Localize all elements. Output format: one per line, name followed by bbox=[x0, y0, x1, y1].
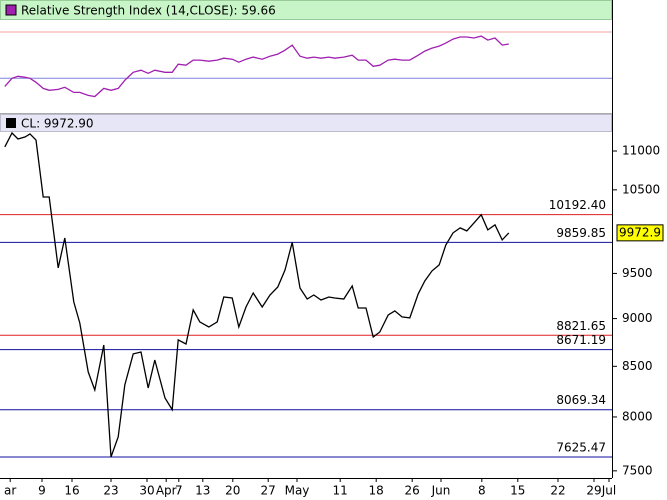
last-price-box bbox=[616, 224, 664, 242]
rsi-header bbox=[0, 0, 612, 20]
series-line bbox=[4, 35, 509, 98]
price-title: CL: 9972.90 bbox=[21, 117, 94, 131]
x-tick-label: 8 bbox=[478, 484, 486, 498]
x-tick-label: Jun bbox=[431, 484, 451, 498]
series-line bbox=[4, 131, 510, 458]
x-tick-label: 23 bbox=[103, 484, 118, 498]
x-tick-label: 18 bbox=[369, 484, 384, 498]
y-tick-label: 11000 bbox=[622, 143, 660, 157]
y-tick-label: 9000 bbox=[622, 311, 653, 325]
x-tick-label: 15 bbox=[510, 484, 525, 498]
x-tick-label: 26 bbox=[405, 484, 420, 498]
x-tick-label: 27 bbox=[261, 484, 276, 498]
x-tick-label: 9 bbox=[38, 484, 46, 498]
level-label: 7625.47 bbox=[556, 440, 606, 454]
y-tick-label: 9500 bbox=[622, 266, 653, 280]
rsi-legend-swatch bbox=[5, 4, 17, 16]
x-tick-label: 30 bbox=[139, 484, 154, 498]
rsi-title: Relative Strength Index (14,CLOSE): 59.6… bbox=[21, 4, 276, 18]
y-tick-label: 8500 bbox=[622, 359, 653, 373]
y-tick-label: 7500 bbox=[622, 463, 653, 477]
y-tick-label: 8000 bbox=[622, 409, 653, 423]
last-price-label: 9972.9 bbox=[619, 225, 661, 239]
x-tick-label: 16 bbox=[64, 484, 79, 498]
x-tick-label: 22 bbox=[550, 484, 565, 498]
level-label: 8069.34 bbox=[556, 393, 606, 407]
x-tick-label: Jul bbox=[601, 484, 616, 498]
x-tick-label: May bbox=[285, 484, 310, 498]
x-tick-label: 29 bbox=[586, 484, 601, 498]
level-label: 10192.40 bbox=[549, 198, 606, 212]
y-tick-label: 10500 bbox=[622, 182, 660, 196]
x-tick-label: 13 bbox=[195, 484, 210, 498]
price-legend-swatch bbox=[6, 118, 16, 128]
level-label: 9859.85 bbox=[556, 226, 606, 240]
level-label: 8671.19 bbox=[556, 333, 606, 347]
x-tick-label: Apr bbox=[156, 484, 177, 498]
x-tick-label: ar bbox=[4, 484, 16, 498]
price-header bbox=[0, 114, 612, 132]
level-label: 8821.65 bbox=[556, 319, 606, 333]
x-tick-label: 11 bbox=[333, 484, 348, 498]
x-tick-label: 20 bbox=[225, 484, 240, 498]
x-tick-label: 7 bbox=[175, 484, 183, 498]
